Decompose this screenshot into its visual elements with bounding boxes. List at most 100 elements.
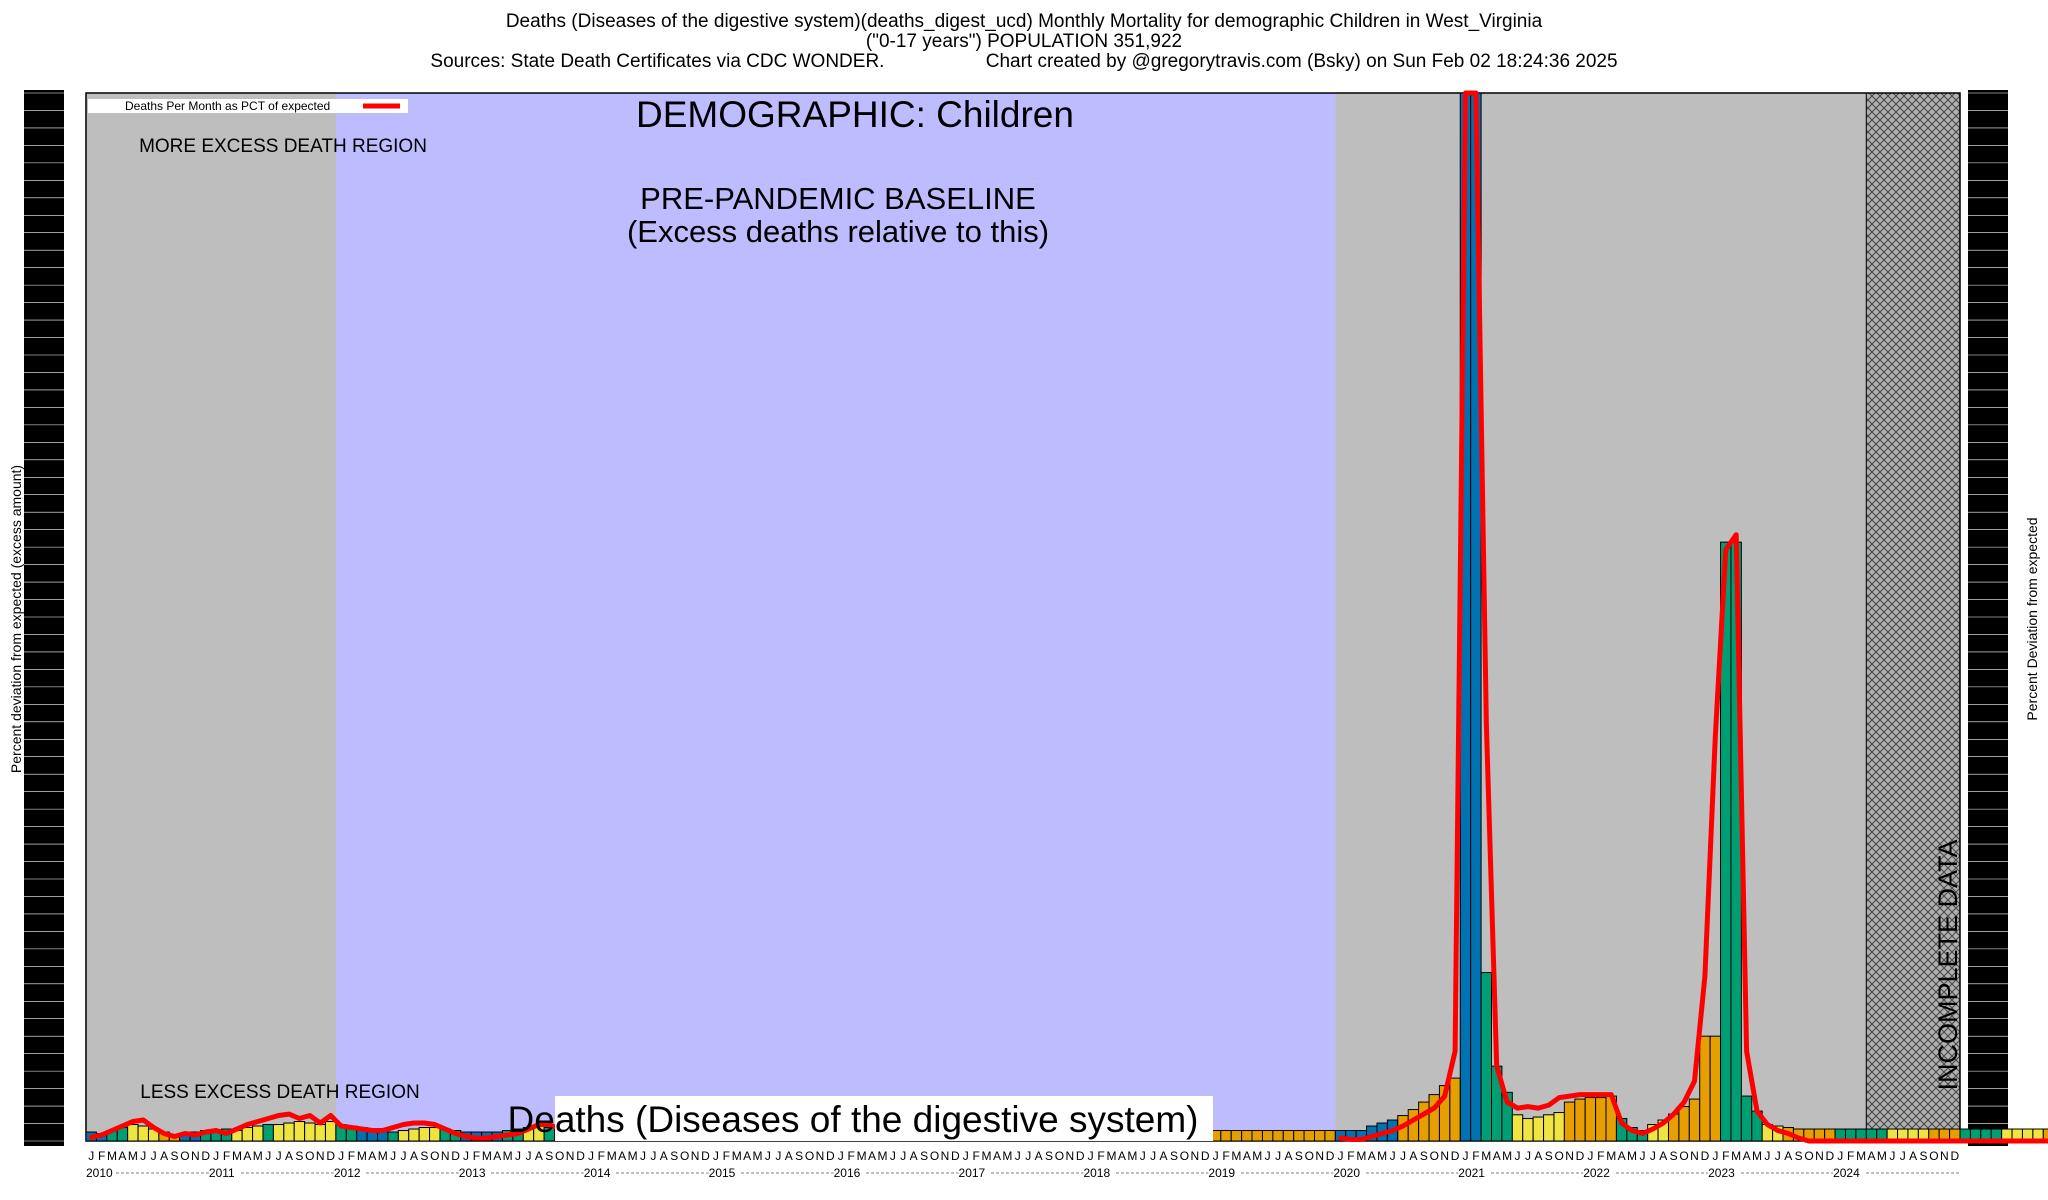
- legend-box: [88, 99, 408, 113]
- month-tick-label: A: [1160, 1149, 1168, 1163]
- month-tick-label: N: [1066, 1149, 1075, 1163]
- month-tick-label: O: [1055, 1149, 1064, 1163]
- month-tick-label: J: [765, 1149, 771, 1163]
- year-tick-label: 2018: [1083, 1166, 1110, 1180]
- month-tick-label: M: [1377, 1149, 1387, 1163]
- bar: [418, 1127, 431, 1142]
- legend-label: Deaths Per Month as PCT of expected: [125, 99, 330, 113]
- month-tick-label: A: [118, 1149, 126, 1163]
- bar: [283, 1122, 295, 1142]
- month-tick-label: D: [1451, 1149, 1460, 1163]
- month-tick-label: A: [618, 1149, 626, 1163]
- month-tick-label: J: [775, 1149, 781, 1163]
- month-tick-label: N: [816, 1149, 825, 1163]
- month-tick-label: S: [545, 1149, 553, 1163]
- left-axis-title: Percent deviation from expected (excess …: [8, 464, 24, 774]
- month-tick-label: N: [691, 1149, 700, 1163]
- month-tick-label: N: [1940, 1149, 1949, 1163]
- month-tick-label: J: [265, 1149, 271, 1163]
- month-tick-label: S: [1795, 1149, 1803, 1163]
- month-tick-label: D: [1826, 1149, 1835, 1163]
- month-tick-label: M: [607, 1149, 617, 1163]
- year-tick-label: 2017: [959, 1166, 986, 1180]
- bar: [324, 1121, 337, 1142]
- bar: [1324, 1130, 1336, 1142]
- month-tick-label: M: [857, 1149, 867, 1163]
- bar: [1709, 1035, 1722, 1142]
- month-tick-label: N: [191, 1149, 200, 1163]
- month-tick-label: A: [660, 1149, 668, 1163]
- month-tick-label: A: [1618, 1149, 1626, 1163]
- left-axis: [24, 90, 64, 1146]
- month-tick-label: J: [401, 1149, 407, 1163]
- month-tick-label: M: [1731, 1149, 1741, 1163]
- month-tick-label: J: [463, 1149, 469, 1163]
- month-tick-label: M: [128, 1149, 138, 1163]
- year-label-bg: [583, 1165, 616, 1179]
- year-tick-label: 2023: [1708, 1166, 1735, 1180]
- month-tick-label: D: [451, 1149, 460, 1163]
- year-tick-label: 2020: [1333, 1166, 1360, 1180]
- year-tick-label: 2010: [86, 1166, 113, 1180]
- month-tick-label: J: [88, 1149, 94, 1163]
- bar: [1449, 1077, 1461, 1142]
- year-label-bg: [1708, 1165, 1741, 1179]
- plot-background: [85, 92, 1961, 1142]
- month-tick-label: A: [785, 1149, 793, 1163]
- month-tick-label: F: [1347, 1149, 1354, 1163]
- month-tick-label: J: [963, 1149, 969, 1163]
- month-tick-label: D: [201, 1149, 210, 1163]
- month-tick-label: F: [1847, 1149, 1854, 1163]
- month-tick-label: M: [482, 1149, 492, 1163]
- month-tick-label: M: [1127, 1149, 1137, 1163]
- month-tick-label: A: [868, 1149, 876, 1163]
- month-tick-label: J: [890, 1149, 896, 1163]
- month-tick-label: F: [98, 1149, 105, 1163]
- bar: [397, 1130, 410, 1142]
- month-tick-label: A: [410, 1149, 418, 1163]
- month-tick-label: S: [420, 1149, 428, 1163]
- demographic-title: DEMOGRAPHIC: Children: [636, 94, 1074, 135]
- year-label-bg: [1583, 1165, 1616, 1179]
- month-tick-label: M: [877, 1149, 887, 1163]
- month-tick-label: A: [243, 1149, 251, 1163]
- year-tick-label: 2013: [459, 1166, 486, 1180]
- bar: [314, 1124, 326, 1142]
- month-tick-label: A: [1035, 1149, 1043, 1163]
- chart-title-line2: ("0-17 years") POPULATION 351,922: [865, 31, 1183, 52]
- month-tick-label: A: [1534, 1149, 1542, 1163]
- month-tick-label: J: [640, 1149, 646, 1163]
- month-tick-label: M: [1356, 1149, 1366, 1163]
- bar: [241, 1127, 254, 1142]
- right-axis-tick-stack: [1968, 90, 2008, 1146]
- year-label-bg: [1208, 1165, 1241, 1179]
- bar: [1282, 1130, 1295, 1142]
- bar: [1740, 1095, 1753, 1142]
- less-excess-region-label: LESS EXCESS DEATH REGION: [140, 1082, 419, 1103]
- month-tick-label: J: [1775, 1149, 1781, 1163]
- month-tick-label: A: [1493, 1149, 1501, 1163]
- month-tick-label: A: [1659, 1149, 1667, 1163]
- bar: [1293, 1130, 1305, 1142]
- bar: [252, 1125, 264, 1142]
- month-tick-label: J: [1712, 1149, 1718, 1163]
- month-tick-label: J: [1889, 1149, 1895, 1163]
- deaths-pct-line: [88, 1111, 583, 1141]
- month-tick-label: O: [1430, 1149, 1439, 1163]
- bar: [262, 1124, 274, 1142]
- bottom-series-label: Deaths (Diseases of the digestive system…: [508, 1099, 1199, 1140]
- baseline-label: PRE-PANDEMIC BASELINE: [640, 181, 1036, 216]
- month-tick-label: F: [723, 1149, 730, 1163]
- bar: [1241, 1130, 1253, 1142]
- month-tick-label: J: [338, 1149, 344, 1163]
- month-tick-label: A: [285, 1149, 293, 1163]
- month-tick-label: J: [140, 1149, 146, 1163]
- month-tick-label: O: [1555, 1149, 1564, 1163]
- bar: [1303, 1130, 1316, 1142]
- bar: [387, 1131, 399, 1142]
- baseline-region: [335, 93, 1336, 1141]
- bar: [1699, 1035, 1711, 1142]
- month-tick-label: M: [732, 1149, 742, 1163]
- month-tick-label: D: [326, 1149, 335, 1163]
